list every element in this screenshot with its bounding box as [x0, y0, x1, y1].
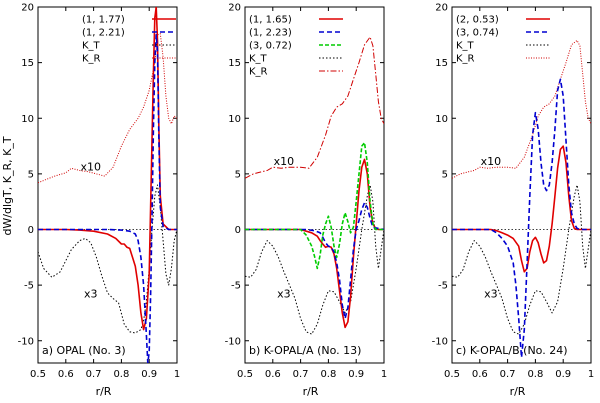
series-line-k-r: [245, 36, 384, 179]
y-tick-label: -10: [225, 336, 241, 347]
panel-label: c) K-OPAL/B (No. 24): [456, 344, 568, 357]
series-line-k-t: [38, 184, 177, 334]
annotation-x3: x3: [277, 287, 291, 300]
panel-label: a) OPAL (No. 3): [42, 344, 126, 357]
legend-label: K_R: [249, 67, 268, 78]
y-tick-label: 15: [435, 58, 448, 69]
panel-a: 0.5 0.6 0.7 0.8 0.9 1 -10 -5 0 5 10 15 20 (1, 1.77) (1…: [18, 3, 181, 399]
y-tick-label: -10: [432, 336, 448, 347]
y-tick-label: 0: [28, 225, 34, 236]
panel-b: 0.5 0.6 0.7 0.8 0.9 1 -10 -5 0 5 10 15 20 (1, 1.65) (1…: [225, 3, 388, 399]
y-tick-label: 5: [442, 169, 448, 180]
x-tick-label: 1: [381, 369, 387, 380]
x-tick-label: 0.7: [500, 369, 516, 380]
legend-label: K_R: [82, 54, 101, 65]
x-tick-label: 0.5: [237, 369, 253, 380]
annotation-x10: x10: [274, 155, 295, 168]
y-tick-label: 20: [435, 3, 448, 14]
plot-frame: [244, 6, 385, 364]
y-tick-label: 20: [21, 3, 34, 14]
series-line-1-2-21: [38, 33, 177, 363]
annotation-x10: x10: [81, 161, 102, 174]
y-tick-label: 10: [21, 114, 34, 125]
plot-frame: [37, 6, 178, 364]
x-tick-label: 0.6: [472, 369, 488, 380]
x-tick-label: 0.9: [555, 369, 571, 380]
legend-label: (3, 0.72): [249, 41, 292, 52]
series-line-k-r: [38, 33, 177, 184]
y-tick-label: -5: [231, 281, 241, 292]
y-tick-label: 20: [228, 3, 241, 14]
x-tick-label: 0.6: [265, 369, 281, 380]
x-tick-label: 1: [588, 369, 594, 380]
legend-label: (2, 0.53): [456, 15, 499, 26]
y-tick-label: 5: [28, 169, 34, 180]
x-tick-label: 0.9: [141, 369, 157, 380]
legend-label: K_T: [249, 54, 268, 65]
y-tick-label: -5: [438, 281, 448, 292]
x-tick-label: 1: [174, 369, 180, 380]
legend-label: (1, 2.23): [249, 28, 292, 39]
panel-label: b) K-OPAL/A (No. 13): [249, 344, 361, 357]
annotation-x3: x3: [84, 287, 98, 300]
x-tick-label: 0.5: [30, 369, 46, 380]
series-line-k-t: [452, 184, 591, 335]
legend-label: (1, 1.77): [82, 15, 125, 26]
x-tick-label: 0.6: [58, 369, 74, 380]
plot-frame: [451, 6, 592, 364]
series-line-1-2-23: [245, 202, 384, 320]
legend-label: (3, 0.74): [456, 28, 499, 39]
y-axis-label: dW/dlgT, K_R, K_T: [1, 136, 14, 235]
x-tick-label: 0.8: [527, 369, 543, 380]
y-tick-label: -5: [24, 281, 34, 292]
annotation-x3: x3: [484, 287, 498, 300]
x-tick-label: 0.7: [293, 369, 309, 380]
x-tick-label: 0.9: [348, 369, 364, 380]
series-line-1-1-65: [245, 158, 384, 329]
series-line-3-0-74: [452, 78, 591, 359]
x-tick-label: 0.8: [113, 369, 129, 380]
y-tick-label: -10: [18, 336, 34, 347]
x-tick-label: 0.8: [320, 369, 336, 380]
y-tick-label: 0: [235, 225, 241, 236]
x-axis-label: r/R: [303, 385, 319, 398]
legend-label: K_T: [82, 41, 101, 52]
y-tick-label: 10: [228, 114, 241, 125]
legend-label: K_T: [456, 41, 475, 52]
y-tick-label: 0: [442, 225, 448, 236]
annotation-x10: x10: [481, 155, 502, 168]
legend-label: (1, 1.65): [249, 15, 292, 26]
y-tick-label: 15: [21, 58, 34, 69]
x-axis-label: r/R: [96, 385, 112, 398]
series-line-1-1-77: [38, 7, 177, 331]
panel-c: 0.5 0.6 0.7 0.8 0.9 1 -10 -5 0 5 10 15 20 (2, 0.53) (3…: [432, 3, 595, 399]
legend-label: K_R: [456, 54, 475, 65]
series-line-2-0-53: [452, 145, 591, 273]
x-tick-label: 0.5: [444, 369, 460, 380]
y-tick-label: 10: [435, 114, 448, 125]
series-line-3-0-72: [245, 141, 384, 270]
x-axis-label: r/R: [510, 385, 526, 398]
x-tick-label: 0.7: [86, 369, 102, 380]
y-tick-label: 15: [228, 58, 241, 69]
y-tick-label: 5: [235, 169, 241, 180]
legend-label: (1, 2.21): [82, 28, 125, 39]
